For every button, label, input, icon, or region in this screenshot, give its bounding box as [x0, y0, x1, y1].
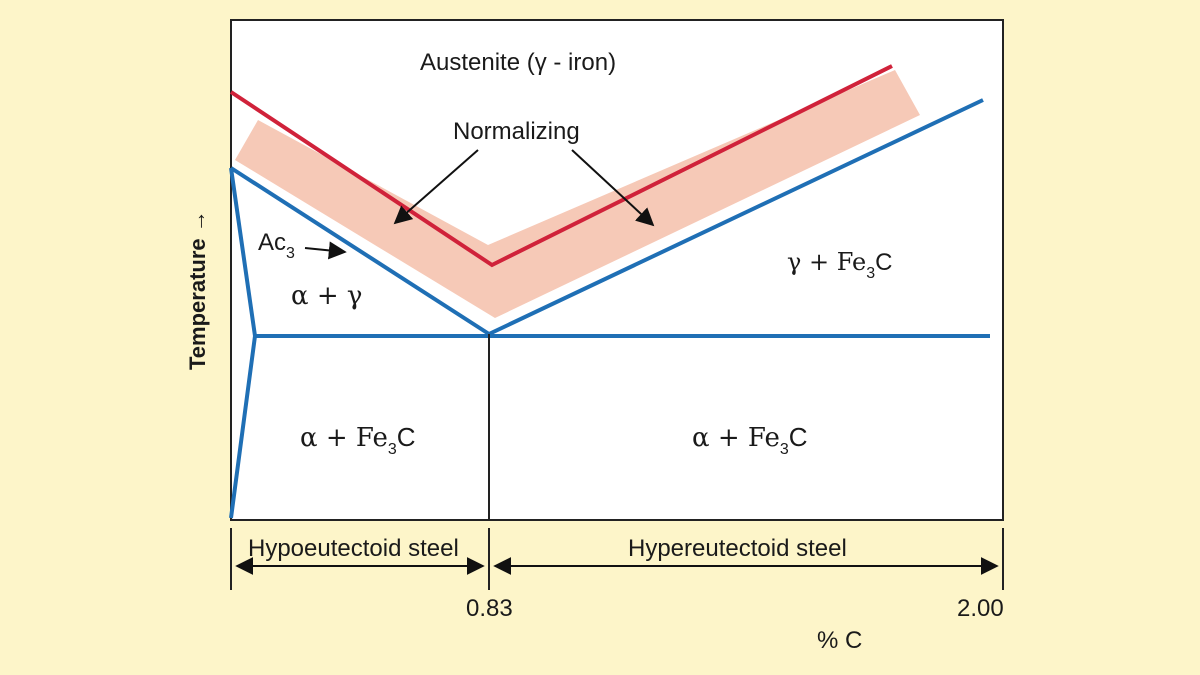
tick-0-83: 0.83	[466, 595, 513, 622]
normalizing-upper-line	[229, 64, 893, 268]
hypereutectoid-label: Hypereutectoid steel	[628, 535, 847, 562]
normalizing-arrow-right	[571, 149, 655, 227]
x-axis-label: % C	[817, 627, 862, 654]
tick-2-00: 2.00	[957, 595, 1004, 622]
y-axis-label: Temperature →	[185, 210, 210, 370]
ac3-label: Ac3	[258, 229, 295, 262]
alpha-fe3c-right-label: α + Fe3C	[692, 422, 808, 458]
alpha-gamma-label: α + γ	[291, 281, 362, 311]
gamma-fe3c-label: γ + Fe3C	[787, 248, 893, 282]
normalizing-label: Normalizing	[453, 118, 580, 145]
normalizing-band	[235, 70, 920, 318]
austenite-label: Austenite (γ - iron)	[420, 49, 616, 76]
ac3-arrow	[304, 241, 347, 260]
hypoeutectoid-label: Hypoeutectoid steel	[248, 535, 459, 562]
normalizing-arrow-left	[393, 149, 479, 225]
ferrite-boundary-line	[229, 167, 258, 519]
alpha-fe3c-left-label: α + Fe3C	[300, 422, 416, 458]
